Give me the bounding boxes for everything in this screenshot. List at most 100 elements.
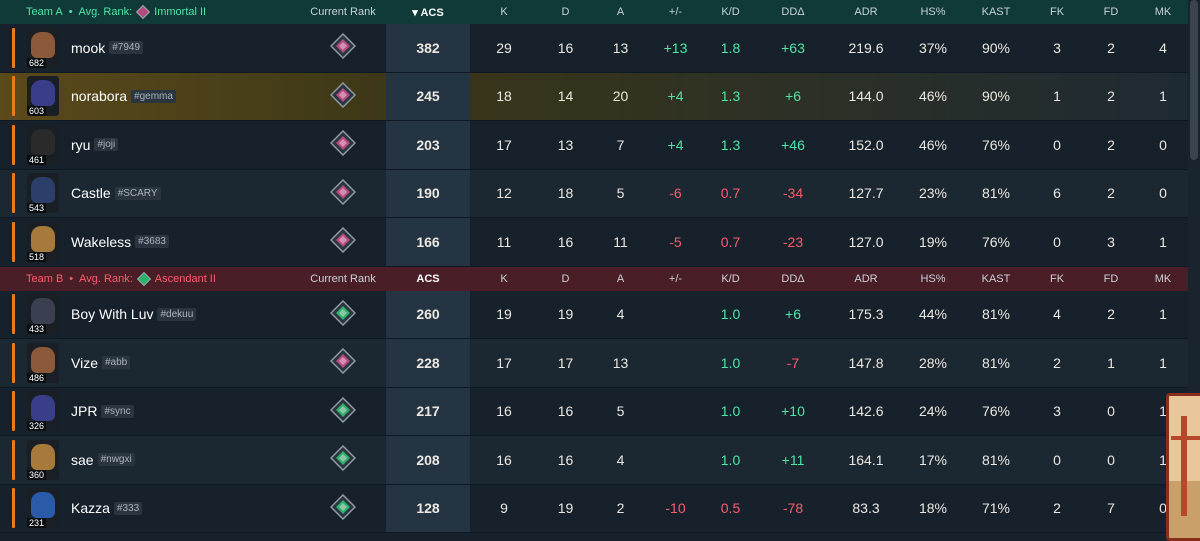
header-adr[interactable]: ADR bbox=[854, 272, 878, 285]
stat-pm bbox=[648, 436, 703, 484]
player-row[interactable]: 543 Castle #SCARY 190 12 18 5 -6 0.7 -34 127.7 23% 8… bbox=[0, 169, 1188, 218]
player-cell[interactable]: 543 Castle #SCARY bbox=[0, 170, 300, 218]
header-hs[interactable]: HS% bbox=[920, 272, 946, 285]
player-row[interactable]: 518 Wakeless #3683 166 11 16 11 -5 0.7 -23 127.0 19… bbox=[0, 218, 1188, 267]
player-cell[interactable]: 461 ryu #joji bbox=[0, 121, 300, 169]
header-plus_minus[interactable]: +/- bbox=[668, 272, 683, 285]
header-kast[interactable]: KAST bbox=[981, 6, 1011, 18]
stat-a: 13 bbox=[612, 354, 629, 371]
agent-avatar: 486 bbox=[27, 342, 59, 383]
header-fk[interactable]: FK bbox=[1049, 6, 1065, 18]
stat-pm: -10 bbox=[665, 500, 686, 517]
stat-acs: 203 bbox=[386, 121, 470, 169]
player-name[interactable]: JPR bbox=[71, 403, 98, 420]
stat-kast: 90% bbox=[981, 88, 1011, 105]
player-row[interactable]: 231 Kazza #333 128 9 19 2 -10 0.5 -78 83.3 18% 71% 2 7… bbox=[0, 484, 1188, 533]
sort-desc-icon[interactable]: ▾ bbox=[412, 6, 421, 19]
player-cell[interactable]: 518 Wakeless #3683 bbox=[0, 218, 300, 266]
header-acs[interactable]: ACS bbox=[416, 272, 440, 285]
player-cell[interactable]: 231 Kazza #333 bbox=[0, 485, 300, 533]
stat-acs: 382 bbox=[386, 24, 470, 72]
player-name[interactable]: Castle bbox=[71, 185, 111, 202]
agent-avatar: 326 bbox=[27, 391, 59, 432]
stat-pm: -5 bbox=[669, 233, 682, 250]
header-k[interactable]: K bbox=[500, 272, 508, 285]
player-cell[interactable]: 326 JPR #sync bbox=[0, 388, 300, 436]
header-fk[interactable]: FK bbox=[1049, 272, 1065, 285]
header-dd[interactable]: DDΔ bbox=[781, 6, 805, 18]
agent-avatar: 360 bbox=[27, 439, 59, 480]
header-current-rank[interactable]: Current Rank bbox=[310, 6, 376, 18]
header-plus_minus[interactable]: +/- bbox=[668, 6, 683, 18]
header-k[interactable]: K bbox=[500, 6, 508, 18]
stat-adr: 144.0 bbox=[848, 88, 884, 105]
avg-rank-label: Avg. Rank: bbox=[79, 272, 133, 285]
stat-dd: -78 bbox=[782, 500, 804, 517]
separator-dot: • bbox=[69, 272, 74, 285]
player-row[interactable]: 433 Boy With Luv #dekuu 260 19 19 4 1.0 +6 175.3 4… bbox=[0, 290, 1188, 339]
player-tag: #sync bbox=[101, 404, 134, 418]
header-a[interactable]: A bbox=[616, 272, 625, 285]
header-d[interactable]: D bbox=[561, 272, 570, 285]
header-adr[interactable]: ADR bbox=[854, 6, 878, 18]
header-kd[interactable]: K/D bbox=[721, 272, 740, 285]
player-name[interactable]: Boy With Luv bbox=[71, 306, 154, 323]
header-current-rank[interactable]: Current Rank bbox=[310, 272, 376, 285]
header-mk[interactable]: MK bbox=[1154, 6, 1172, 18]
player-name[interactable]: norabora bbox=[71, 88, 128, 105]
player-name[interactable]: sae bbox=[71, 451, 94, 468]
player-row[interactable]: 461 ryu #joji 203 17 13 7 +4 1.3 +46 152.0 46% 76% 0 2… bbox=[0, 121, 1188, 170]
agent-portrait-icon bbox=[31, 346, 55, 373]
stat-adr: 127.7 bbox=[848, 185, 884, 202]
stat-d: 14 bbox=[557, 88, 574, 105]
header-a[interactable]: A bbox=[616, 6, 625, 18]
header-fd[interactable]: FD bbox=[1103, 272, 1119, 285]
player-name[interactable]: Kazza bbox=[71, 500, 110, 517]
stat-pm bbox=[648, 339, 703, 387]
player-tag: #SCARY bbox=[114, 186, 161, 200]
header-mk[interactable]: MK bbox=[1154, 272, 1172, 285]
current-rank-cell bbox=[300, 121, 386, 169]
header-dd[interactable]: DDΔ bbox=[781, 272, 805, 285]
stat-hs: 19% bbox=[918, 233, 948, 250]
player-name[interactable]: Vize bbox=[71, 354, 98, 371]
player-cell[interactable]: 433 Boy With Luv #dekuu bbox=[0, 291, 300, 339]
player-name-wrap: Castle #SCARY bbox=[71, 185, 161, 201]
stat-pm: +4 bbox=[667, 136, 684, 153]
stat-kast: 81% bbox=[981, 185, 1011, 202]
header-fd[interactable]: FD bbox=[1103, 6, 1119, 18]
stat-kd: 1.3 bbox=[720, 136, 741, 153]
header-hs[interactable]: HS% bbox=[920, 6, 946, 18]
scrollbar-thumb[interactable] bbox=[1190, 0, 1198, 160]
player-name[interactable]: Wakeless bbox=[71, 233, 132, 250]
team-accent-bar bbox=[12, 439, 15, 480]
team-accent-bar bbox=[12, 294, 15, 335]
player-row[interactable]: 682 mook #7949 382 29 16 13 +13 1.8 +63 219.6 37% 90… bbox=[0, 24, 1188, 73]
header-kast[interactable]: KAST bbox=[981, 272, 1011, 285]
player-cell[interactable]: 486 Vize #abb bbox=[0, 339, 300, 387]
player-cell[interactable]: 603 norabora #gemma bbox=[0, 73, 300, 121]
player-row[interactable]: 326 JPR #sync 217 16 16 5 1.0 +10 142.6 24% 76% 3 0 1 bbox=[0, 387, 1188, 436]
stat-k: 12 bbox=[496, 185, 512, 202]
agent-portrait-icon bbox=[31, 177, 55, 204]
player-name[interactable]: ryu bbox=[71, 136, 91, 153]
stat-kd: 1.0 bbox=[720, 354, 741, 371]
player-row[interactable]: 486 Vize #abb 228 17 17 13 1.0 -7 147.8 28% 81% 2 1 1 bbox=[0, 339, 1188, 388]
player-row[interactable]: 360 sae #nwgxi 208 16 16 4 1.0 +11 164.1 17% 81% 0 0 1 bbox=[0, 436, 1188, 485]
stat-d: 16 bbox=[557, 39, 574, 56]
thumbnail-card[interactable] bbox=[1166, 393, 1200, 541]
team-name: Team A bbox=[26, 6, 63, 18]
header-kd[interactable]: K/D bbox=[721, 6, 740, 18]
team-name: Team B bbox=[26, 272, 64, 285]
stat-a: 4 bbox=[616, 306, 625, 323]
player-level: 231 bbox=[27, 518, 47, 529]
player-cell[interactable]: 682 mook #7949 bbox=[0, 24, 300, 72]
player-name[interactable]: mook bbox=[71, 39, 106, 56]
player-level: 461 bbox=[27, 154, 47, 165]
header-d[interactable]: D bbox=[561, 6, 570, 18]
agent-avatar: 461 bbox=[27, 124, 59, 165]
player-row[interactable]: 603 norabora #gemma 245 18 14 20 +4 1.3 +6 144.0 46… bbox=[0, 72, 1188, 121]
stat-fk: 6 bbox=[1053, 185, 1061, 202]
player-cell[interactable]: 360 sae #nwgxi bbox=[0, 436, 300, 484]
header-acs[interactable]: ▾ ACS bbox=[386, 6, 470, 19]
